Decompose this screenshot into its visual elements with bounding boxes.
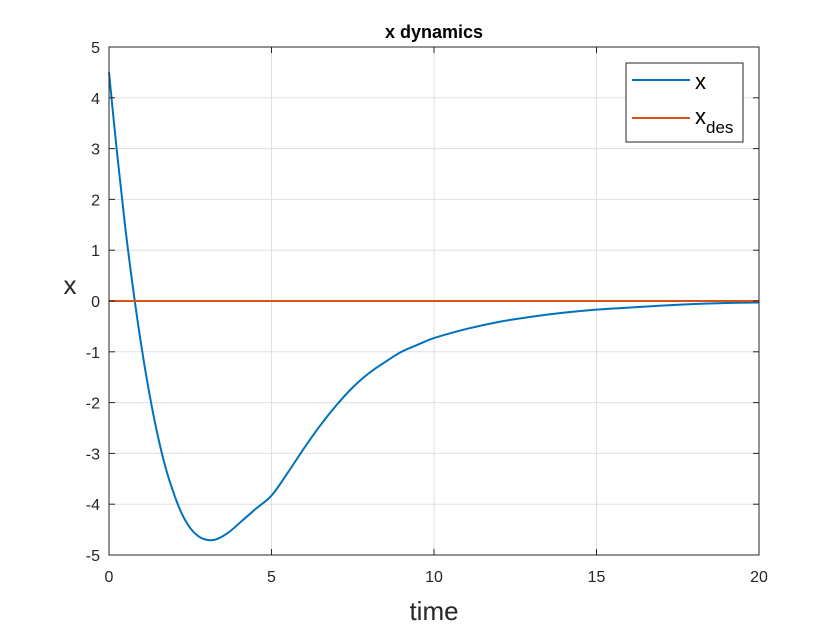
legend: x xdes [625, 62, 744, 143]
y-tick-label: 1 [91, 243, 100, 260]
x-tick-label: 20 [750, 569, 768, 586]
legend-box [625, 62, 744, 143]
y-tick-label: 2 [91, 192, 100, 209]
tick-marks [108, 46, 760, 556]
chart-title: x dynamics [385, 22, 483, 42]
x-tick-label: 15 [588, 569, 606, 586]
legend-label-x-main: x [695, 69, 706, 94]
y-tick-label: -5 [86, 548, 100, 565]
x-tick-label: 5 [267, 569, 276, 586]
series-layer [108, 72, 760, 542]
y-axis-label: x [64, 270, 77, 300]
y-tick-label: -2 [86, 396, 100, 413]
y-tick-label: -3 [86, 446, 100, 463]
legend-label-xdes: xdes [695, 104, 733, 137]
legend-label-xdes-sub: des [706, 118, 733, 137]
y-tick-label: 5 [91, 40, 100, 57]
y-tick-label: 3 [91, 142, 100, 159]
y-tick-label: 0 [91, 294, 100, 311]
legend-label-xdes-main: x [695, 104, 706, 129]
y-tick-label: -4 [86, 497, 100, 514]
x-tick-label: 10 [425, 569, 443, 586]
y-tick-label: -1 [86, 345, 100, 362]
y-tick-label: 4 [91, 91, 100, 108]
x-axis-label: time [409, 596, 458, 626]
series-line-x [108, 72, 760, 542]
y-tick-labels: -5 -4 -3 -2 -1 0 1 2 3 4 5 [86, 40, 100, 565]
x-tick-labels: 0 5 10 15 20 [105, 569, 768, 586]
x-tick-label: 0 [105, 569, 114, 586]
legend-label-x: x [695, 69, 706, 94]
